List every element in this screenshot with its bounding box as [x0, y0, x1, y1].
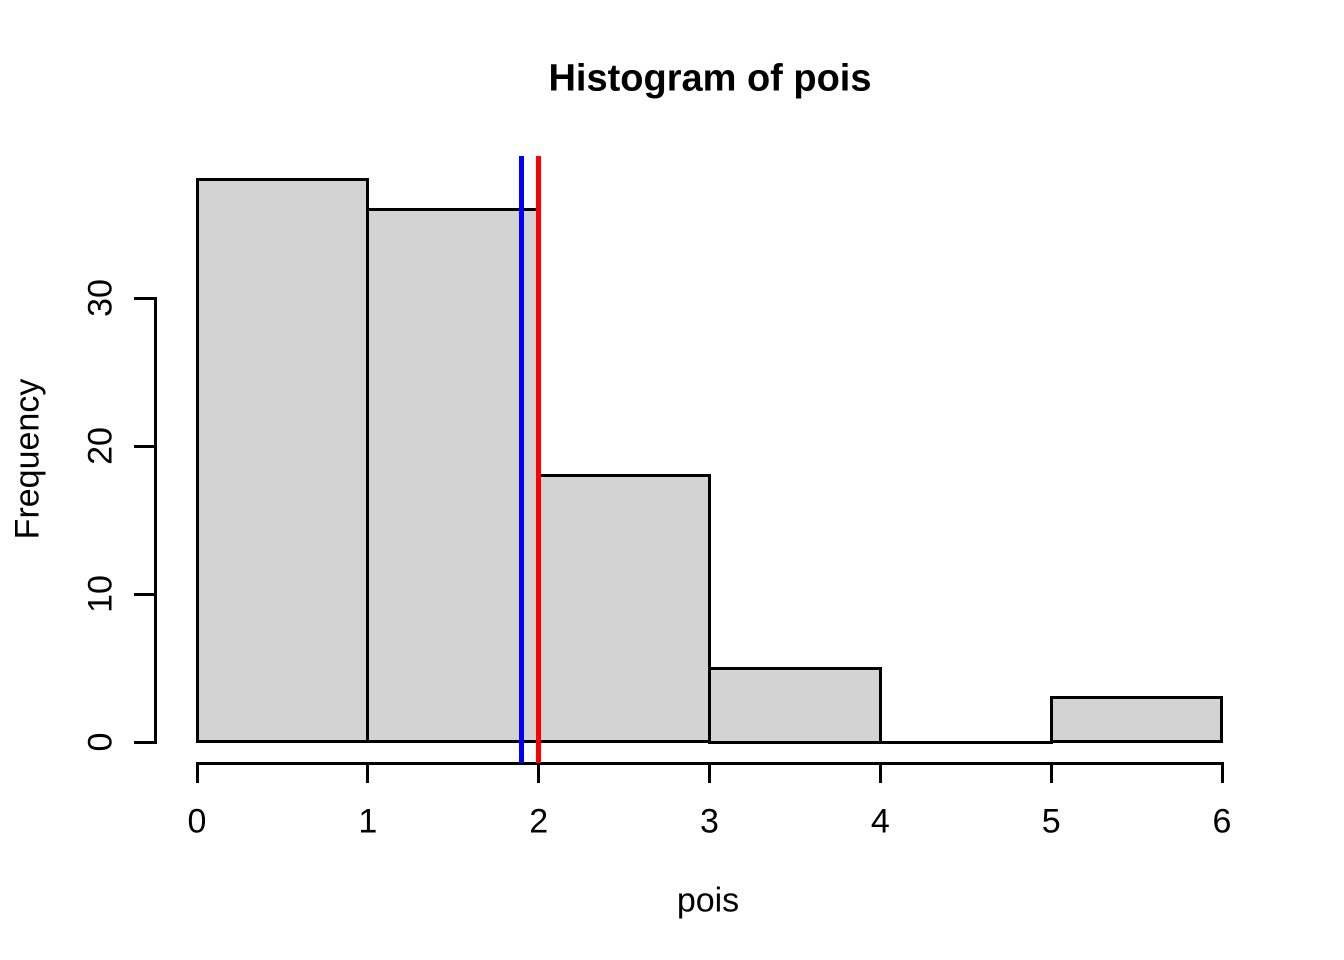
x-axis-tick [708, 763, 711, 783]
x-tick-label: 3 [700, 802, 719, 841]
y-tick-label: 0 [81, 732, 120, 752]
x-axis-tick [1220, 763, 1224, 783]
x-tick-label: 0 [187, 802, 207, 841]
histogram-bar [708, 666, 882, 744]
histogram-bar [366, 207, 541, 744]
chart-title: Histogram of pois [548, 57, 872, 100]
x-axis-label: pois [676, 881, 740, 920]
y-axis-tick [133, 740, 154, 744]
y-axis-label: Frequency [8, 378, 47, 540]
x-axis-tick [366, 763, 370, 783]
y-axis-tick [133, 444, 154, 448]
x-tick-label: 4 [870, 802, 890, 841]
x-tick-label: 5 [1041, 802, 1061, 841]
x-tick-label: 2 [529, 802, 549, 841]
reference-line-red [536, 156, 542, 763]
x-tick-label: 6 [1212, 802, 1232, 841]
y-tick-label: 10 [81, 575, 120, 613]
y-axis-tick [133, 592, 154, 596]
histogram-bar [195, 178, 370, 744]
histogram-bar-zero [878, 740, 1053, 744]
y-tick-label: 20 [81, 427, 120, 465]
y-tick-label: 30 [81, 279, 120, 317]
x-axis-tick [195, 763, 199, 783]
x-tick-label: 1 [358, 802, 378, 841]
y-axis-tick [133, 296, 154, 300]
y-axis-line [153, 296, 157, 744]
histogram-bar [1049, 696, 1224, 744]
x-axis-tick [1049, 763, 1053, 783]
histogram-bar [537, 474, 711, 744]
reference-line-blue [519, 156, 525, 763]
x-axis-tick [537, 763, 541, 783]
x-axis-tick [878, 763, 882, 783]
